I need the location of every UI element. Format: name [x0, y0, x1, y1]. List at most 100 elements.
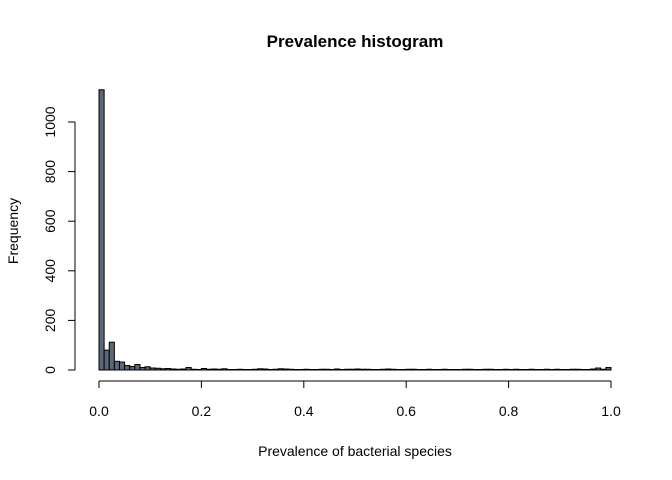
- histogram-bar: [354, 368, 361, 371]
- histogram-bar: [257, 368, 264, 371]
- histogram-bar: [538, 369, 545, 371]
- histogram-bar: [600, 368, 607, 371]
- histogram-bar: [221, 368, 228, 371]
- histogram-bar: [385, 368, 392, 371]
- histogram-bar: [344, 368, 351, 371]
- histogram-bar: [282, 368, 289, 371]
- histogram-bar: [364, 368, 371, 371]
- histogram-bar: [231, 369, 238, 371]
- histogram-bar: [195, 369, 202, 371]
- histogram-bar: [569, 368, 576, 371]
- histogram-bar: [139, 367, 146, 371]
- histogram-bar: [549, 369, 556, 371]
- histogram-bar: [124, 365, 131, 371]
- histogram-bar: [574, 368, 581, 371]
- histogram-bar: [180, 368, 187, 371]
- histogram-bar: [374, 369, 382, 371]
- x-tick-label: 0.4: [294, 403, 314, 419]
- histogram-bar: [206, 368, 213, 371]
- histogram-bar: [451, 369, 458, 371]
- histogram-bar: [149, 367, 156, 371]
- y-axis-ticks: 0 200 400 600 800 1000: [42, 106, 75, 374]
- y-tick-label: 400: [42, 259, 58, 283]
- histogram-bar: [518, 369, 525, 371]
- histogram-bar: [405, 368, 412, 371]
- histogram-bar: [523, 369, 530, 371]
- histogram-bar: [98, 89, 105, 371]
- y-tick-label: 1000: [42, 106, 58, 137]
- histogram-bar: [211, 368, 218, 371]
- histogram-bar: [298, 369, 305, 371]
- histogram-bar: [118, 361, 126, 371]
- histogram-bar: [559, 369, 566, 371]
- x-tick-label: 0.6: [396, 403, 416, 419]
- histogram-bar: [144, 366, 151, 371]
- y-axis-label: Frequency: [5, 198, 21, 264]
- x-tick-label: 1.0: [601, 403, 621, 419]
- x-tick-label: 0.2: [192, 403, 212, 419]
- histogram-bar: [584, 369, 592, 371]
- histogram-bar: [185, 367, 192, 371]
- histogram-bar: [241, 369, 248, 371]
- histogram-bar: [318, 368, 325, 371]
- histogram-bar: [590, 368, 597, 371]
- histogram-bar: [262, 368, 269, 371]
- histogram-bar: [175, 368, 182, 371]
- histogram-bar: [190, 368, 197, 371]
- histogram-bar: [272, 368, 279, 371]
- histogram-bar: [159, 368, 167, 371]
- histogram-bar: [533, 369, 540, 371]
- histogram-bar: [487, 368, 494, 371]
- histogram-bar: [170, 368, 177, 371]
- histogram-bar: [334, 368, 341, 371]
- histogram-bar: [359, 368, 366, 371]
- histogram-bar: [513, 368, 520, 371]
- histogram-bar: [605, 367, 612, 371]
- histogram-bar: [129, 366, 136, 371]
- histogram-bar: [252, 368, 259, 371]
- histogram-bar: [579, 369, 586, 371]
- histogram-bar: [446, 369, 453, 371]
- histogram-bar: [154, 367, 161, 371]
- histogram-bar: [543, 368, 551, 371]
- histogram-bar: [287, 368, 295, 371]
- histogram-bar: [497, 369, 504, 371]
- histogram-bar: [431, 369, 438, 371]
- histogram-bar: [303, 368, 310, 371]
- x-tick-label: 0.0: [89, 403, 109, 419]
- histogram-bar: [369, 369, 376, 371]
- histogram-bar: [472, 369, 479, 371]
- histogram-bar: [436, 369, 443, 371]
- x-axis-label: Prevalence of bacterial species: [258, 443, 452, 459]
- histogram-bar: [236, 368, 243, 371]
- histogram-bar: [441, 368, 448, 371]
- chart-title: Prevalence histogram: [267, 32, 444, 51]
- histogram-bar: [267, 369, 274, 371]
- histogram-bar: [528, 368, 535, 371]
- histogram-bar: [421, 369, 428, 371]
- x-axis-ticks: 0.0 0.2 0.4 0.6 0.8 1.0: [89, 381, 621, 419]
- histogram-bar: [308, 369, 315, 371]
- histogram-bar: [328, 369, 336, 371]
- histogram-bar: [246, 369, 254, 371]
- histogram-bar: [165, 368, 172, 371]
- x-tick-label: 0.8: [499, 403, 519, 419]
- histogram-bar: [349, 368, 356, 371]
- histogram-bar: [554, 368, 561, 371]
- histogram-bar: [410, 368, 417, 371]
- y-tick-label: 800: [42, 160, 58, 184]
- histogram-bar: [462, 368, 469, 371]
- histogram-bar: [502, 368, 510, 371]
- histogram-bar: [313, 369, 320, 371]
- histogram-bars: [98, 89, 612, 371]
- histogram-bar: [226, 369, 233, 371]
- histogram-bar: [492, 369, 499, 371]
- histogram-bar: [323, 368, 330, 371]
- histogram-bar: [400, 369, 407, 371]
- histogram-bar: [415, 369, 423, 371]
- histogram-bar: [134, 364, 141, 371]
- histogram-bar: [380, 368, 387, 371]
- histogram-bar: [595, 367, 602, 371]
- y-tick-label: 0: [42, 366, 58, 374]
